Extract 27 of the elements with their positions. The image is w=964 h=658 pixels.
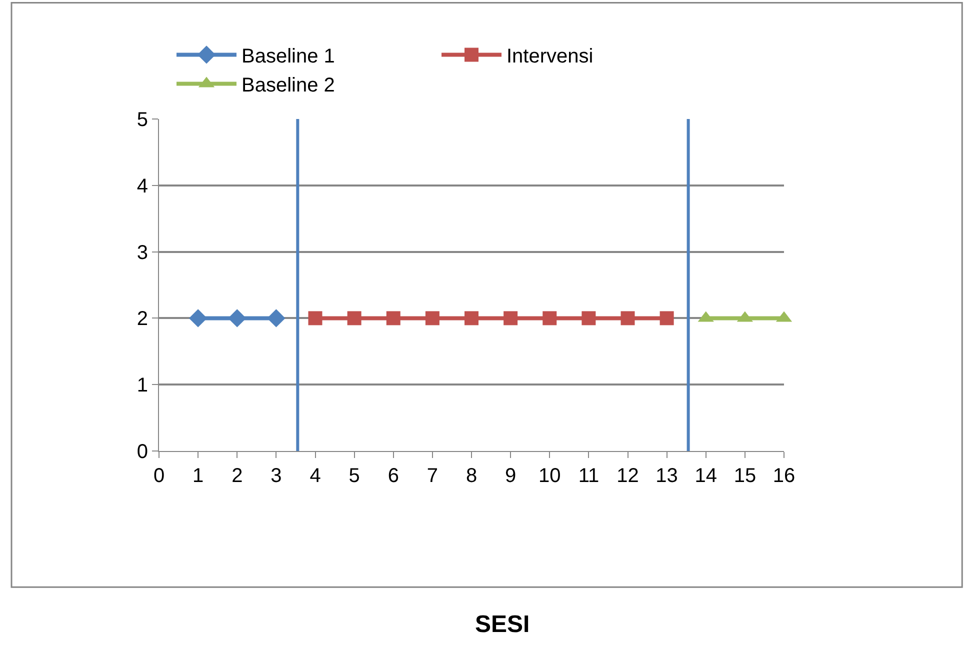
legend-label: Intervensi <box>506 46 594 68</box>
legend-label: Baseline 2 <box>242 74 335 96</box>
x-tick-label: 11 <box>578 465 600 487</box>
x-tick-label: 12 <box>616 465 639 487</box>
x-tick-label: 15 <box>734 465 756 487</box>
x-tick-label: 0 <box>153 465 165 487</box>
y-tick-label: 1 <box>136 374 148 397</box>
legend-label: Baseline 1 <box>242 46 335 68</box>
x-tick-label: 13 <box>656 465 678 487</box>
x-tick-label: 16 <box>772 465 796 487</box>
x-tick-label: 1 <box>192 465 204 487</box>
x-tick-label: 5 <box>348 465 360 487</box>
text: SESI <box>475 611 530 638</box>
x-tick-label: 2 <box>232 465 243 487</box>
x-tick-label: 14 <box>694 465 718 487</box>
x-tick-label: 6 <box>388 465 399 487</box>
x-tick-label: 7 <box>426 465 438 487</box>
x-tick-label: 3 <box>270 465 282 487</box>
x-tick-label: 8 <box>466 465 478 487</box>
y-tick-label: 0 <box>136 441 148 463</box>
x-tick-label: 10 <box>538 465 561 487</box>
y-tick-label: 5 <box>136 109 148 131</box>
x-tick-label: 4 <box>310 465 321 487</box>
y-tick-label: 2 <box>136 308 148 330</box>
x-tick-label: 9 <box>504 465 516 487</box>
y-tick-label: 3 <box>136 242 148 264</box>
y-tick-label: 4 <box>136 175 148 198</box>
